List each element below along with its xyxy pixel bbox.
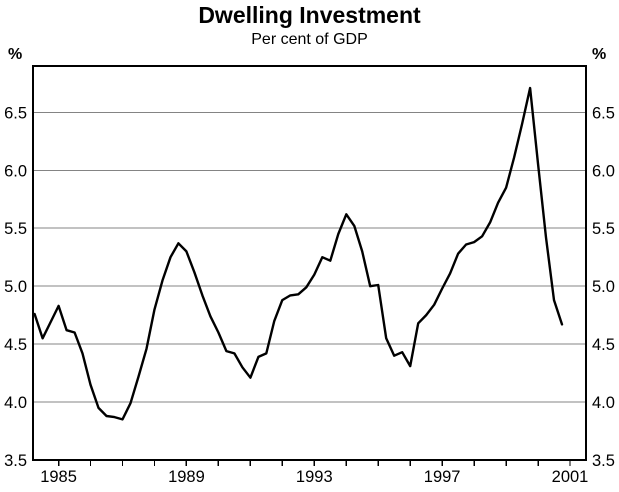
y-axis-label-left: 4.5 xyxy=(4,336,27,354)
y-axis-unit-left: % xyxy=(8,46,23,63)
x-axis-label: 2001 xyxy=(552,468,589,486)
chart-subtitle: Per cent of GDP xyxy=(251,31,368,48)
y-axis-label-left: 6.5 xyxy=(4,104,27,122)
y-axis-label-right: 6.5 xyxy=(592,104,615,122)
y-axis-label-right: 3.5 xyxy=(592,452,615,470)
y-axis-label-right: 4.5 xyxy=(592,336,615,354)
y-axis-label-right: 5.0 xyxy=(592,278,615,296)
y-axis-label-left: 4.0 xyxy=(4,394,27,412)
data-line xyxy=(33,86,564,421)
x-axis-label: 1997 xyxy=(424,468,461,486)
y-axis-label-left: 6.0 xyxy=(4,162,27,180)
chart-title: Dwelling Investment xyxy=(198,2,421,28)
y-axis-label-right: 5.5 xyxy=(592,220,615,238)
y-axis-label-left: 5.0 xyxy=(4,278,27,296)
y-axis-unit-right: % xyxy=(592,46,607,63)
y-axis-label-left: 5.5 xyxy=(4,220,27,238)
y-axis-label-right: 6.0 xyxy=(592,162,615,180)
plot-frame xyxy=(32,65,587,461)
y-axis-label-right: 4.0 xyxy=(592,394,615,412)
x-axis-label: 1993 xyxy=(296,468,333,486)
x-axis-label: 1989 xyxy=(168,468,205,486)
y-axis-label-left: 3.5 xyxy=(4,452,27,470)
x-axis-label: 1985 xyxy=(40,468,77,486)
